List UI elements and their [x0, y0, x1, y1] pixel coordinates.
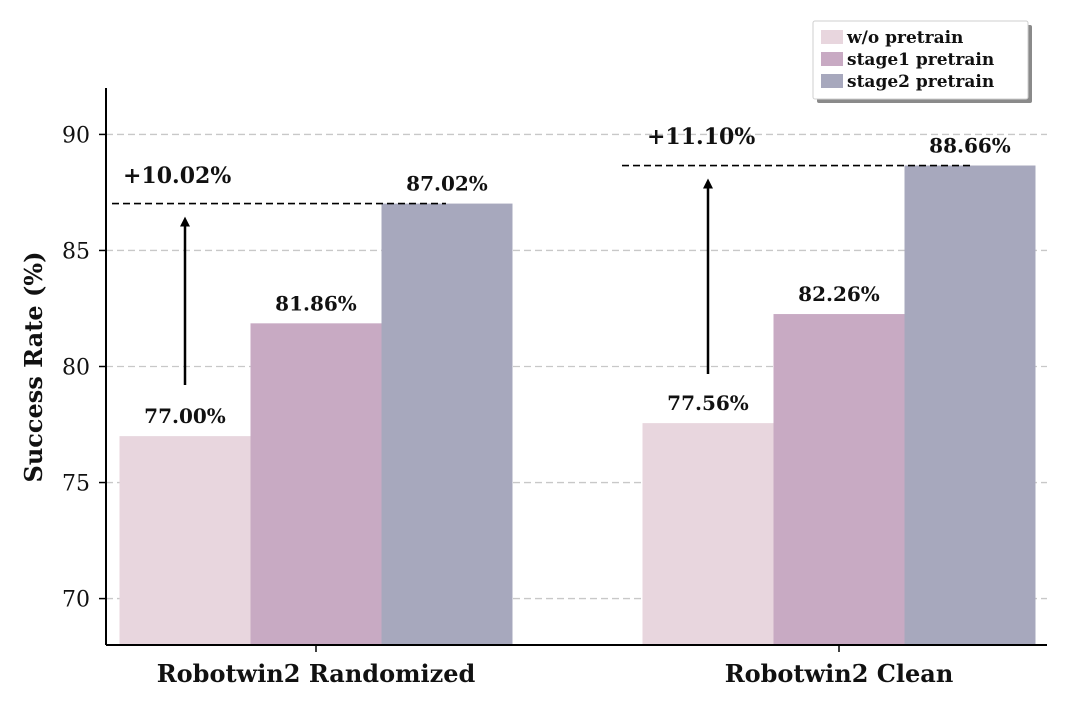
bar-w-o-pretrain: [642, 423, 774, 645]
legend-swatch: [821, 74, 843, 88]
bar-stage2-pretrain: [904, 165, 1036, 645]
legend-box: [812, 20, 1029, 100]
y-tick-label: 85: [62, 239, 90, 264]
y-tick-label: 90: [62, 123, 90, 148]
bar-stage2-pretrain: [381, 203, 513, 645]
y-tick-label: 75: [62, 472, 90, 497]
y-axis-title: Success Rate (%): [19, 252, 48, 483]
bar-value-label: 82.26%: [798, 282, 880, 306]
legend-label: w/o pretrain: [846, 28, 963, 48]
bar-value-label: 77.00%: [144, 404, 226, 428]
bar-stage1-pretrain: [250, 323, 382, 645]
improvement-label: +11.10%: [647, 124, 755, 150]
bar-value-label: 77.56%: [667, 391, 749, 415]
axes: 70 75 80 85 90 Robotwin2 Randomized Robotwin2 …: [62, 88, 1047, 688]
x-tick-label: Robotwin2 Clean: [725, 659, 954, 688]
bars: [119, 165, 1036, 645]
data-labels: 77.00% 81.86% 87.02% 77.56% 82.26% 88.66%: [144, 134, 1011, 429]
legend-swatch: [821, 30, 843, 44]
legend-label: stage1 pretrain: [847, 50, 994, 70]
y-tick-label: 70: [62, 588, 90, 613]
y-tick-label: 80: [62, 356, 90, 381]
bar-value-label: 81.86%: [275, 291, 357, 315]
bar-w-o-pretrain: [119, 436, 251, 645]
bar-value-label: 87.02%: [406, 172, 488, 196]
legend-swatch: [821, 52, 843, 66]
legend-label: stage2 pretrain: [847, 72, 994, 92]
bar-value-label: 88.66%: [929, 134, 1011, 158]
improvement-label: +10.02%: [123, 163, 231, 189]
improvement-annotations: +10.02% +11.10%: [112, 124, 970, 385]
bar-stage1-pretrain: [773, 314, 905, 645]
x-tick-label: Robotwin2 Randomized: [157, 659, 476, 688]
